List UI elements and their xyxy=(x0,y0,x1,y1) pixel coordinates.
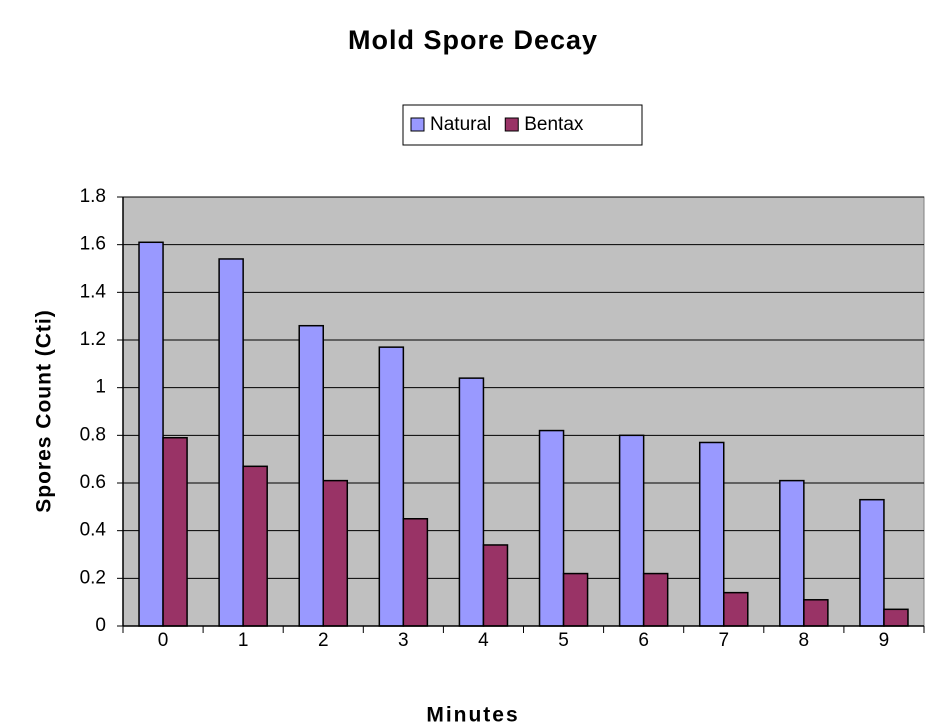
x-axis-label: Minutes xyxy=(426,704,519,727)
bar xyxy=(618,434,645,627)
bar xyxy=(162,436,188,627)
x-tick-label: 3 xyxy=(398,630,409,651)
y-tick-label: 1.8 xyxy=(80,186,106,207)
y-tick-label: 1.6 xyxy=(80,234,106,255)
x-tick-label: 7 xyxy=(718,630,729,651)
bar xyxy=(562,572,589,627)
y-tick-label: 0.6 xyxy=(80,472,106,493)
bar xyxy=(218,258,244,627)
legend-swatch xyxy=(504,117,519,132)
bar xyxy=(883,608,909,627)
bar xyxy=(859,498,885,627)
bar xyxy=(723,591,749,627)
legend-box xyxy=(402,104,643,146)
x-tick-label: 1 xyxy=(238,630,249,651)
y-tick-label: 1.2 xyxy=(80,329,106,350)
legend-label: Natural xyxy=(430,114,491,135)
bar xyxy=(138,241,164,627)
y-tick-label: 0.2 xyxy=(80,567,106,588)
y-tick-label: 0.4 xyxy=(80,520,107,541)
y-tick-label: 0.8 xyxy=(80,424,106,445)
x-tick-label: 8 xyxy=(799,630,810,651)
bar xyxy=(538,429,565,627)
y-tick-label: 0 xyxy=(95,615,106,636)
x-tick-label: 2 xyxy=(318,630,329,651)
bar xyxy=(779,479,805,627)
bar xyxy=(298,324,325,627)
x-tick-label: 4 xyxy=(478,630,489,651)
bar xyxy=(698,441,725,627)
bar xyxy=(803,599,829,627)
bar xyxy=(242,465,268,627)
legend-swatch xyxy=(410,117,425,132)
bar xyxy=(322,479,349,627)
legend-label: Bentax xyxy=(524,114,584,135)
bar xyxy=(482,544,509,627)
x-tick-label: 0 xyxy=(158,630,169,651)
bar xyxy=(642,572,669,627)
x-tick-label: 6 xyxy=(638,630,649,651)
y-tick-label: 1 xyxy=(95,377,106,398)
x-tick-label: 9 xyxy=(879,630,890,651)
bar xyxy=(402,518,429,627)
bar xyxy=(458,377,485,627)
y-tick-label: 1.4 xyxy=(80,281,107,302)
chart-title: Mold Spore Decay xyxy=(348,25,598,55)
x-tick-label: 5 xyxy=(558,630,569,651)
y-axis-label: Spores Count (Cti) xyxy=(33,309,56,512)
bar xyxy=(378,346,405,627)
